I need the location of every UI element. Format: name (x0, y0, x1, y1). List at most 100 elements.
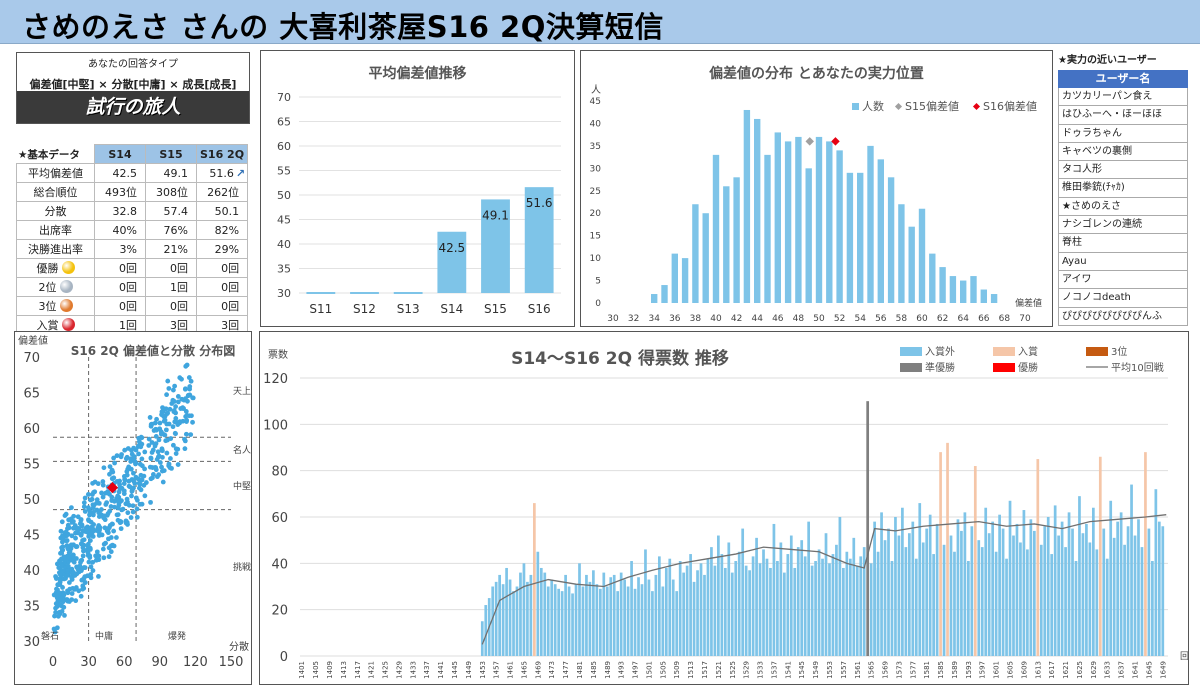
votes-xtick-label: 1617 (1048, 661, 1056, 679)
votes-bar (942, 544, 946, 656)
scatter-point (107, 523, 113, 528)
scatter-point (165, 378, 171, 384)
close-user-item: Ayau (1058, 252, 1188, 271)
votes-xtick-label: 1557 (840, 661, 848, 679)
scatter-point (147, 415, 153, 420)
votes-bar (821, 558, 824, 656)
avg-bar (437, 231, 467, 293)
scatter-point (186, 392, 191, 398)
votes-ytick-label: 20 (271, 604, 288, 619)
scatter-point (53, 574, 58, 579)
close-users-title: ★実力の近いユーザー (1058, 55, 1157, 66)
votes-bar (859, 556, 863, 656)
votes-xtick-label: 1585 (937, 661, 945, 679)
votes-bar (793, 567, 797, 656)
votes-xtick-label: 1505 (659, 661, 667, 679)
votes-bar (1046, 517, 1050, 656)
scatter-point (158, 431, 164, 437)
dist-xtick-label: 42 (731, 314, 742, 324)
avg-xtick-label: S16 (528, 302, 551, 316)
votes-bar (883, 540, 887, 656)
votes-bar (935, 523, 939, 656)
scatter-title: S16 2Q 偏差値と分散 分布図 (70, 344, 236, 358)
scatter-point (90, 480, 96, 486)
rose-icon (61, 318, 75, 331)
basic-row-label-text: 3位 (38, 300, 57, 313)
votes-bar (890, 561, 894, 656)
scatter-point (136, 439, 142, 445)
votes-bar (671, 579, 675, 656)
basic-cell: 21% (145, 239, 197, 259)
dist-xtick-label: 52 (834, 314, 845, 324)
votes-bar (925, 528, 929, 656)
scatter-point (119, 485, 125, 491)
scatter-point (76, 588, 82, 594)
votes-xtick-label: 1529 (743, 661, 751, 679)
votes-xtick-label: 1437 (423, 661, 431, 679)
votes-bar (956, 519, 960, 656)
close-user-item: ぴぴぴぴぴぴぴぴんふ (1058, 307, 1188, 326)
votes-bar (605, 586, 609, 656)
scatter-point (164, 392, 169, 398)
avg-trend-title: 平均偏差値推移 (368, 66, 467, 82)
votes-bar (1085, 523, 1088, 656)
scatter-point (178, 406, 184, 411)
votes-bar (588, 581, 592, 656)
scatter-point (70, 569, 76, 575)
answer-type-caption: あなたの回答タイプ (88, 59, 178, 70)
scatter-point (142, 493, 148, 499)
votes-bar (1109, 500, 1113, 656)
basic-col-s16-label: S16 2Q (200, 147, 245, 161)
votes-bar (755, 537, 758, 656)
votes-bar-special (866, 401, 870, 656)
basic-cell: 308位 (145, 182, 197, 202)
votes-xtick-label: 1597 (979, 661, 987, 679)
scatter-point (78, 593, 84, 599)
scatter-point (146, 436, 152, 442)
scatter-point (108, 504, 114, 509)
votes-bar (1147, 528, 1151, 656)
votes-bar (1071, 528, 1074, 656)
scatter-point (163, 427, 169, 433)
avg-data-label: 42.5 (438, 241, 465, 255)
scatter-point (128, 515, 134, 520)
votes-bar (1140, 547, 1144, 656)
scatter-point (168, 436, 174, 441)
scatter-ylabel: 偏差値 (18, 334, 48, 347)
close-user-item: ドゥラちゃん (1058, 124, 1188, 143)
scatter-point (72, 586, 78, 592)
scatter-point (111, 455, 117, 461)
votes-bar (1154, 489, 1158, 656)
scatter-xtick-label: 30 (80, 655, 97, 670)
scatter-point (106, 554, 112, 560)
votes-bar (720, 554, 724, 656)
votes-bar (682, 572, 686, 656)
votes-bar (1029, 519, 1033, 656)
votes-bar (967, 561, 970, 656)
votes-bar (550, 579, 554, 656)
avg-ytick-label: 55 (277, 165, 291, 178)
votes-bar (1005, 558, 1008, 656)
scatter-point (108, 549, 114, 555)
votes-xtick-label: 1645 (1145, 661, 1153, 679)
scatter-zone-label: 名人 (233, 444, 251, 456)
votes-bar (744, 565, 748, 656)
votes-bar (1022, 510, 1026, 656)
scatter-point (58, 596, 63, 602)
avg-data-label: 49.1 (482, 208, 509, 222)
votes-bar (644, 549, 647, 656)
dist-bar (887, 177, 895, 303)
basic-cell-value: 493位 (105, 186, 137, 199)
votes-bar (901, 507, 904, 656)
votes-bar (585, 574, 588, 656)
votes-xtick-label: 1613 (1034, 661, 1042, 679)
scatter-point (110, 476, 116, 481)
votes-bar (1130, 484, 1133, 656)
scatter-point (168, 456, 173, 461)
scatter-point (111, 528, 117, 534)
scatter-ytick-label: 30 (23, 635, 40, 650)
votes-xlabel: 回 (1180, 651, 1188, 662)
votes-bar (904, 547, 908, 656)
scatter-point (172, 383, 178, 389)
scatter-point (86, 559, 92, 565)
